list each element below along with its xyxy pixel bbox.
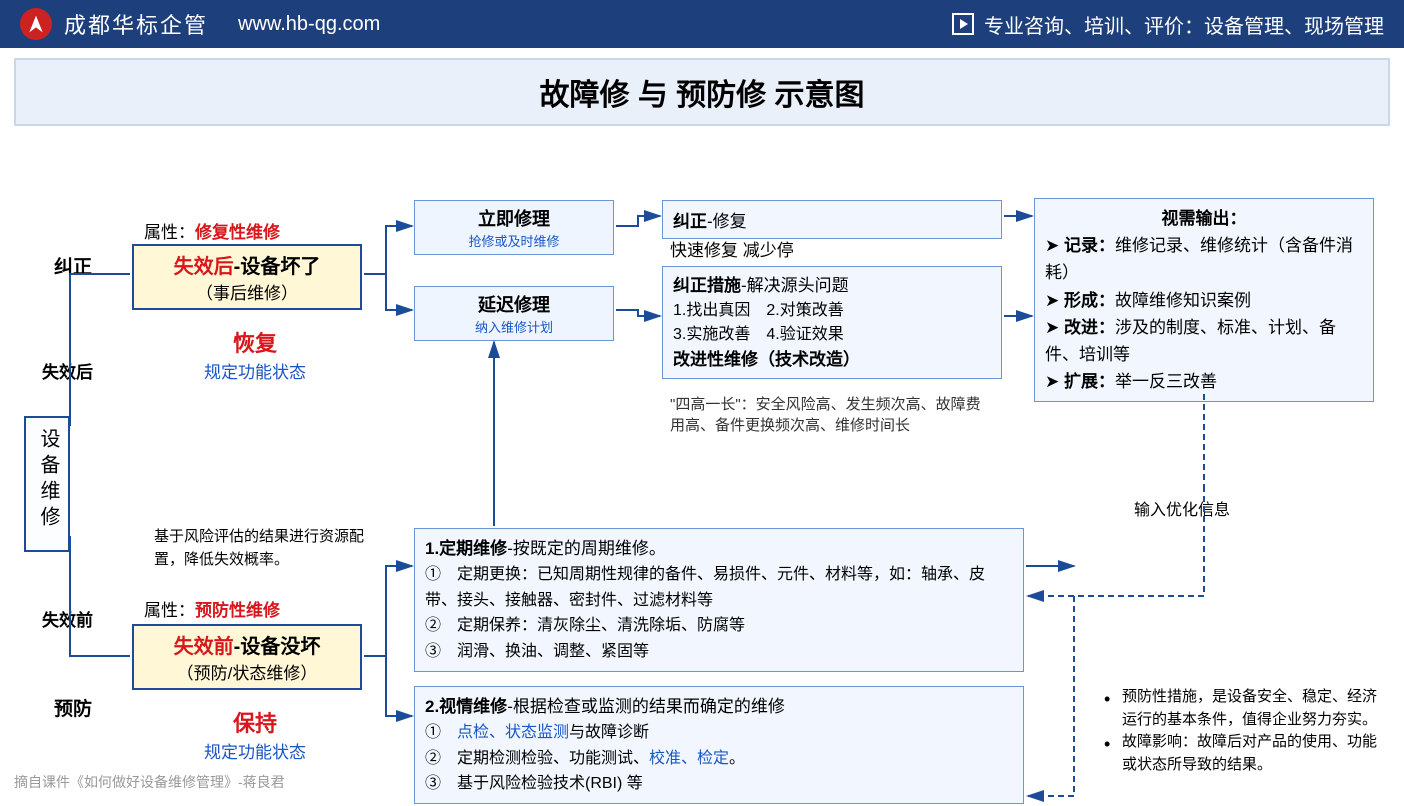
right-notes: 预防性措施，是设备安全、稳定、经济运行的基本条件，值得企业努力夯实。故障影响：故… xyxy=(1104,686,1384,776)
correct-fix-box: 纠正-修复 xyxy=(662,200,1002,239)
delayed-repair-box: 延迟修理 纳入维修计划 xyxy=(414,286,614,341)
branch-upper-label: 失效后 xyxy=(42,358,93,383)
four-high-note: "四高一长"：安全风险高、发生频次高、故障费用高、备件更换频次高、维修时间长 xyxy=(670,394,990,436)
diagram-title: 故障修 与 预防修 示意图 xyxy=(14,58,1390,126)
citation: 摘自课件《如何做好设备维修管理》-蒋良君 xyxy=(14,772,285,792)
risk-note: 基于风险评估的结果进行资源配置，降低失效概率。 xyxy=(154,526,364,571)
right-note-item: 预防性措施，是设备安全、稳定、经济运行的基本条件，值得企业努力夯实。 xyxy=(1104,686,1384,731)
play-icon xyxy=(952,13,974,35)
side-prevent-label: 预防 xyxy=(54,694,92,721)
branch-lower-label: 失效前 xyxy=(42,606,93,631)
header-url: www.hb-qg.com xyxy=(238,13,380,36)
header-bar: 成都华标企管 www.hb-qg.com 专业咨询、培训、评价：设备管理、现场管… xyxy=(0,0,1404,48)
correct-measure-box: 纠正措施-解决源头问题 1.找出真因 2.对策改善 3.实施改善 4.验证效果 … xyxy=(662,266,1002,379)
output-item: ➤ 形成：故障维修知识案例 xyxy=(1045,287,1363,314)
recover-label: 恢复 规定功能状态 xyxy=(204,326,306,383)
correct-fix-sub: 快速修复 减少停 xyxy=(670,236,794,261)
output-item: ➤ 记录：维修记录、维修统计（含备件消耗） xyxy=(1045,232,1363,286)
output-item: ➤ 扩展：举一反三改善 xyxy=(1045,368,1363,395)
company-name: 成都华标企管 xyxy=(64,8,208,40)
logo-icon xyxy=(20,8,52,40)
upper-attr: 属性：修复性维修 xyxy=(144,218,280,243)
side-correct-label: 纠正 xyxy=(54,252,92,279)
periodic-maintenance-box: 1.定期维修-按既定的周期维修。 ① 定期更换：已知周期性规律的备件、易损件、元… xyxy=(414,528,1024,672)
right-note-item: 故障影响：故障后对产品的使用、功能或状态所导致的结果。 xyxy=(1104,731,1384,776)
lower-fail-box: 失效前-设备没坏 （预防/状态维修） xyxy=(132,624,362,690)
upper-fail-box: 失效后-设备坏了 （事后维修） xyxy=(132,244,362,310)
lower-attr: 属性：预防性维修 xyxy=(144,596,280,621)
header-right-text: 专业咨询、培训、评价：设备管理、现场管理 xyxy=(984,10,1384,39)
feedback-label: 输入优化信息 xyxy=(1134,496,1230,520)
diagram-canvas: 设备维修 失效后 失效前 纠正 预防 属性：修复性维修 失效后-设备坏了 （事后… xyxy=(14,126,1390,806)
immediate-repair-box: 立即修理 抢修或及时维修 xyxy=(414,200,614,255)
output-box: 视需输出： ➤ 记录：维修记录、维修统计（含备件消耗）➤ 形成：故障维修知识案例… xyxy=(1034,198,1374,402)
output-item: ➤ 改进：涉及的制度、标准、计划、备件、培训等 xyxy=(1045,314,1363,368)
root-node: 设备维修 xyxy=(24,416,70,552)
condition-maintenance-box: 2.视情维修-根据检查或监测的结果而确定的维修 ① 点检、状态监测与故障诊断 ②… xyxy=(414,686,1024,804)
keep-label: 保持 规定功能状态 xyxy=(204,706,306,763)
